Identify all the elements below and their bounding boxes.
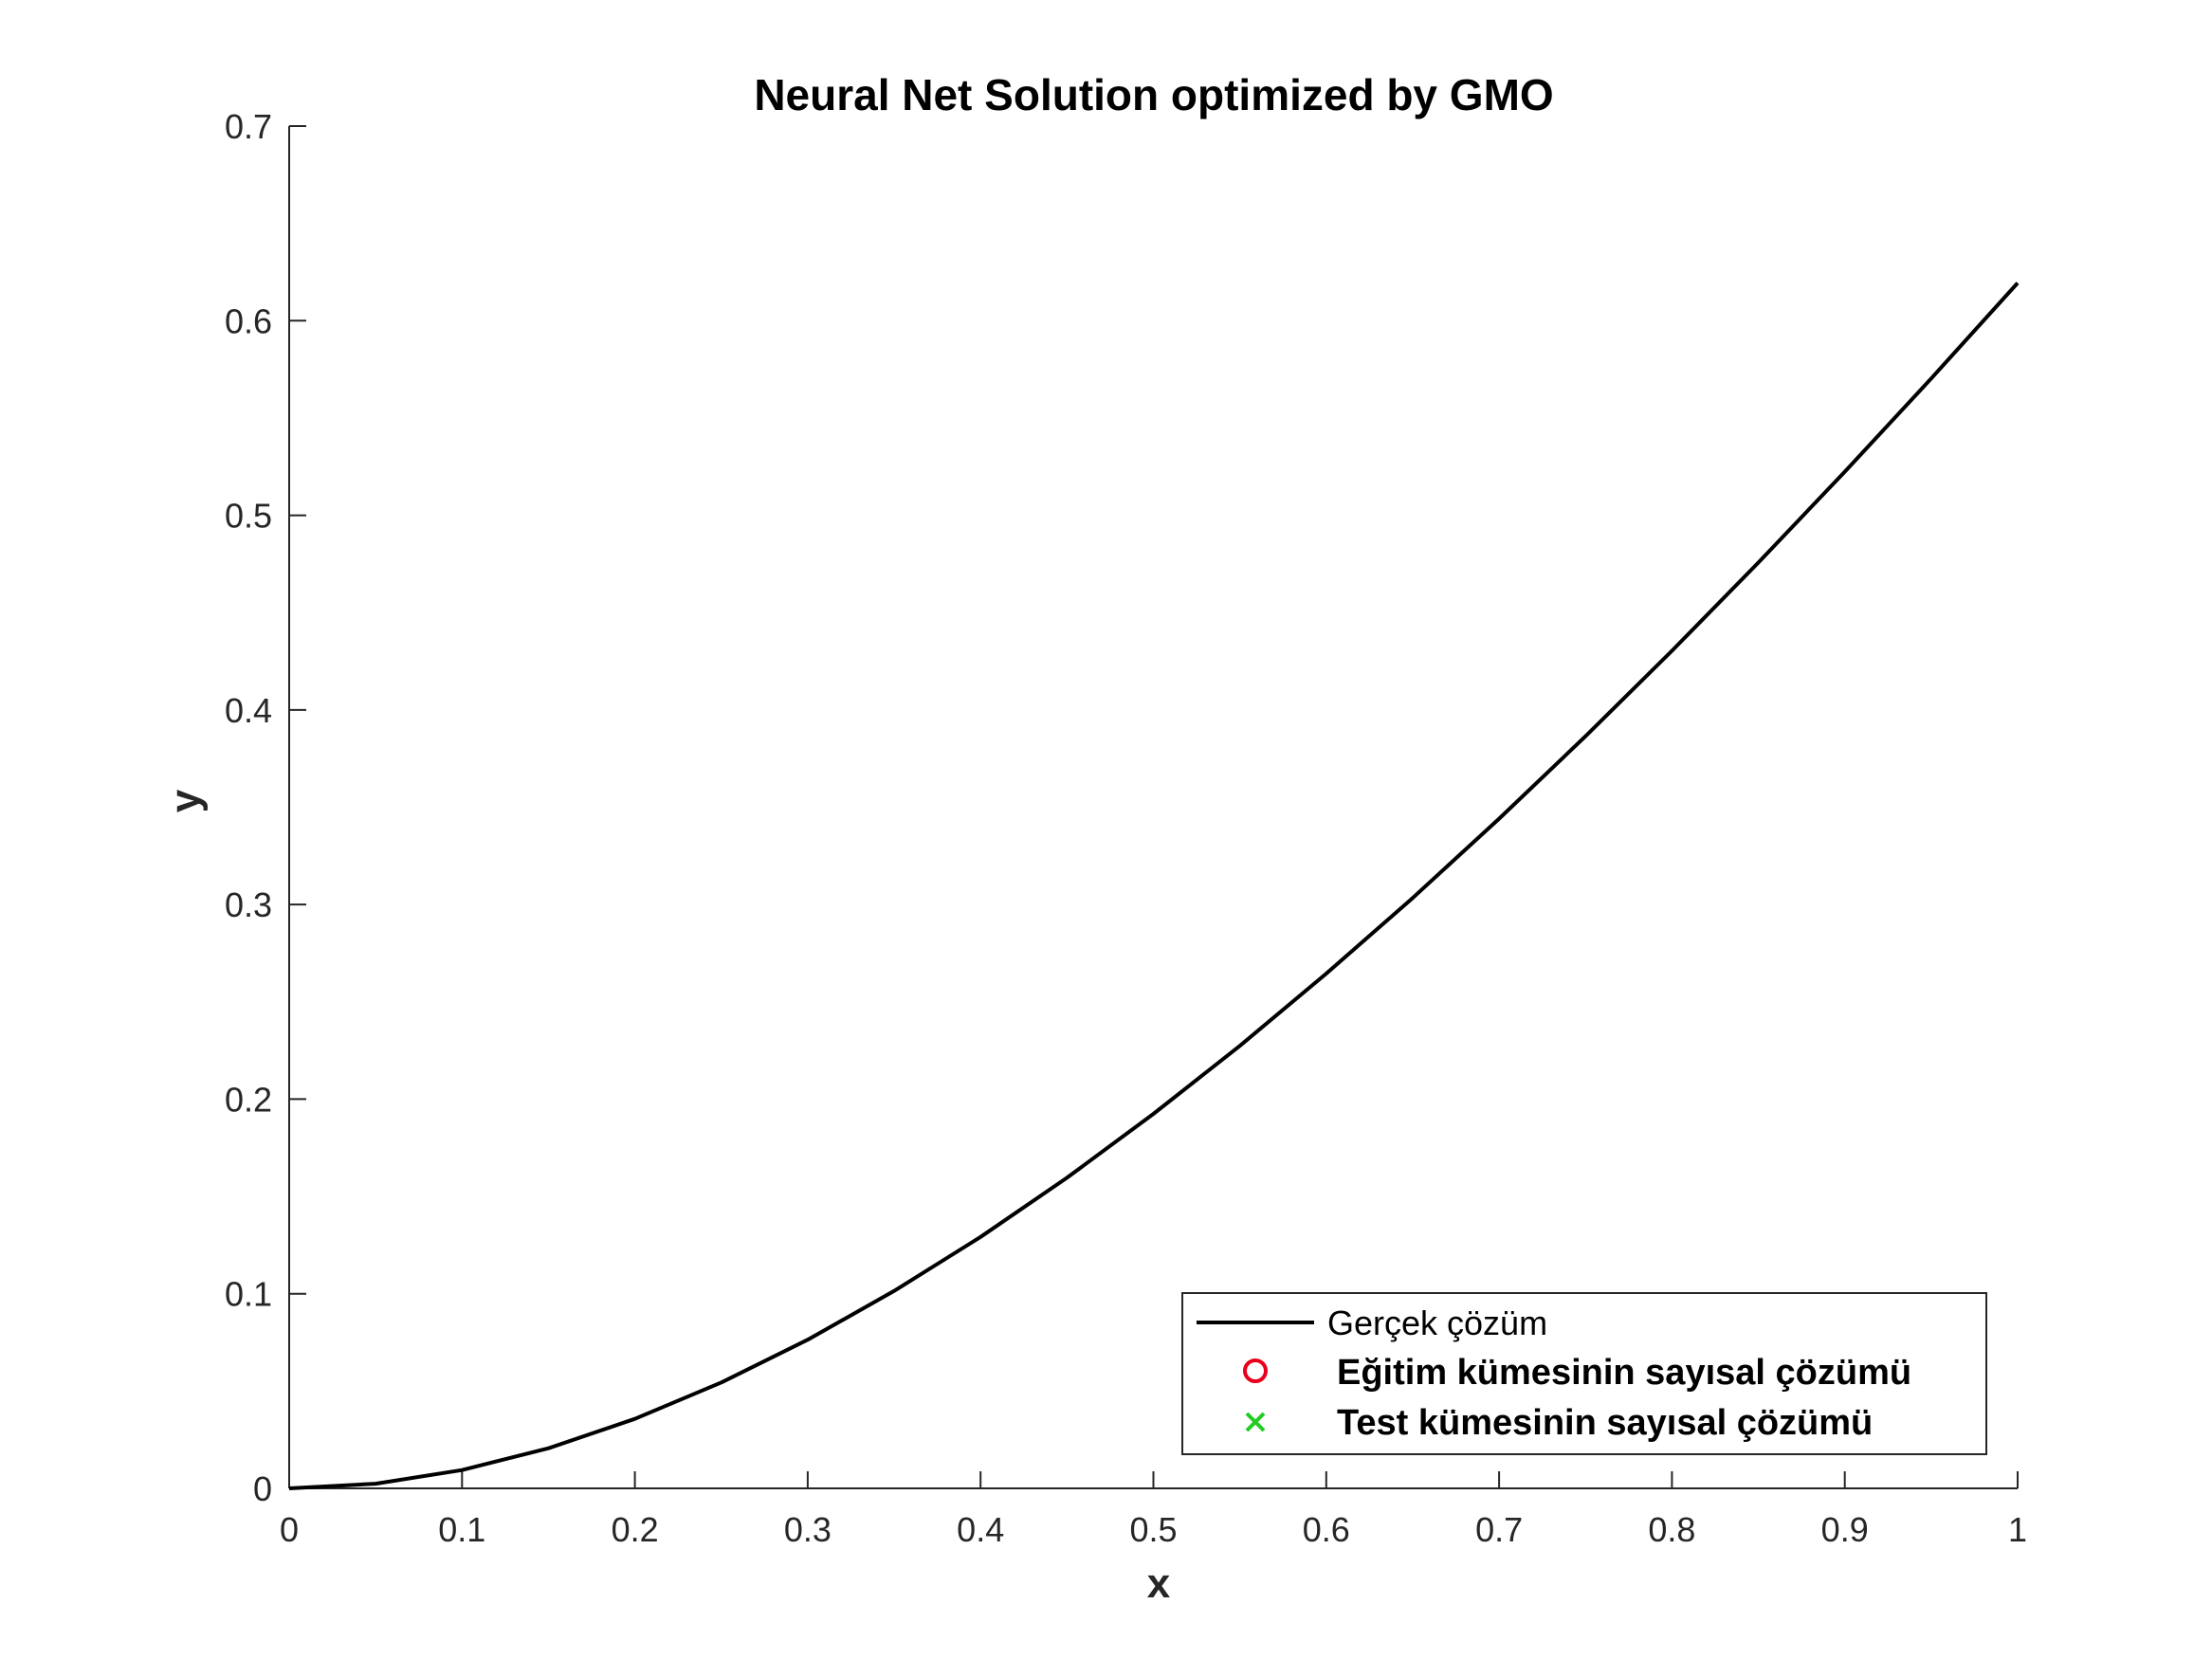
x-ticks: 0 0.1 0.2 0.3 0.4 0.5 0.6 0.7 0.8 0.9 1: [280, 1471, 2027, 1549]
x-tick-label: 0.8: [1648, 1510, 1695, 1549]
y-tick-label: 0.3: [225, 885, 272, 924]
x-tick-label: 0.2: [612, 1510, 659, 1549]
legend-x-marker: [1245, 1412, 1266, 1432]
legend-label-egitim: Eğitim kümesinin sayısal çözümü: [1337, 1353, 1911, 1393]
y-axis-label: y: [162, 789, 209, 812]
y-tick-label: 0: [253, 1469, 272, 1508]
legend-circle-marker: [1243, 1358, 1268, 1383]
x-tick-label: 0.1: [438, 1510, 485, 1549]
y-tick-label: 0.4: [225, 691, 272, 730]
y-tick-label: 0.7: [225, 107, 272, 146]
y-tick-label: 0.6: [225, 301, 272, 340]
x-tick-label: 0.5: [1129, 1510, 1177, 1549]
y-ticks: 0 0.1 0.2 0.3 0.4 0.5 0.6 0.7: [225, 107, 306, 1508]
x-tick-label: 1: [2008, 1510, 2027, 1549]
legend-box: [1181, 1292, 1987, 1455]
series-line-gercek-cozum: [288, 282, 2020, 1490]
x-tick-label: 0.9: [1821, 1510, 1869, 1549]
y-tick-label: 0.2: [225, 1080, 272, 1119]
x-tick-label: 0.6: [1303, 1510, 1350, 1549]
x-axis-label: x: [1147, 1560, 1171, 1607]
y-tick-label: 0.1: [225, 1275, 272, 1314]
x-tick-label: 0.7: [1475, 1510, 1523, 1549]
x-tick-label: 0: [280, 1510, 299, 1549]
plot-series: [288, 282, 2020, 1490]
y-tick-label: 0.5: [225, 497, 272, 536]
x-tick-label: 0.3: [784, 1510, 832, 1549]
axes: 0 0.1 0.2 0.3 0.4 0.5 0.6 0.7 0.8 0.9 1 0 0.1 0.2 0.3…: [225, 107, 2027, 1549]
chart-title: Neural Net Solution optimized by GMO: [754, 70, 1553, 119]
legend: Gerçek çözüm Eğitim kümesinin sayısal çö…: [1181, 1292, 1987, 1455]
legend-label-gercek-cozum: Gerçek çözüm: [1327, 1304, 1547, 1342]
x-tick-label: 0.4: [957, 1510, 1004, 1549]
legend-label-test: Test kümesinin sayısal çözümü: [1337, 1403, 1873, 1443]
